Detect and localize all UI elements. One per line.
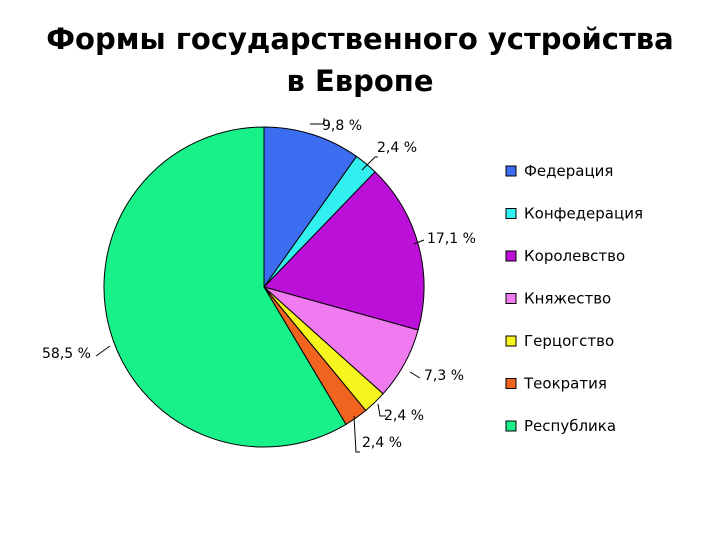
chart-title-line-1: Формы государственного устройства (46, 22, 674, 56)
slice-value-label-4: 7,3 % (424, 368, 464, 384)
legend-label-2: Конфедерация (524, 205, 643, 223)
legend-label-5: Герцогство (524, 332, 614, 350)
slice-value-label-3: 17,1 % (427, 231, 476, 247)
slice-value-label-7: 58,5 % (42, 346, 91, 362)
slice-value-label-5: 2,4 % (384, 408, 424, 424)
legend-swatch-2 (505, 208, 517, 219)
leader-line-4 (409, 371, 421, 379)
legend-swatch-7 (505, 420, 517, 432)
legend-swatch-4 (505, 293, 517, 304)
legend-swatch-3 (505, 250, 517, 262)
legend-swatch-6 (505, 378, 517, 389)
leader-line-1 (310, 118, 325, 125)
legend-label-7: Республика (524, 417, 616, 435)
slice-value-label-1: 9,8 % (322, 118, 362, 134)
leader-line-3 (413, 239, 425, 245)
pie-slice-1 (263, 126, 358, 289)
legend-label-3: Королевство (524, 247, 625, 265)
leader-line-7 (95, 345, 111, 357)
leader-line-2 (361, 156, 378, 171)
chart-title-line-2: в Европе (286, 64, 434, 98)
slice-value-label-6: 2,4 % (362, 435, 402, 451)
legend-swatch-1 (505, 165, 517, 177)
legend-swatch-5 (505, 335, 517, 347)
pie-slice-7 (103, 126, 347, 448)
leader-line-5 (377, 403, 386, 417)
legend-label-1: Федерация (524, 162, 613, 180)
slice-value-label-2: 2,4 % (377, 140, 417, 156)
legend-label-4: Княжество (524, 290, 611, 308)
leader-line-6 (353, 415, 360, 453)
legend-label-6: Теократия (523, 375, 607, 393)
pie-slice-3 (263, 171, 425, 331)
